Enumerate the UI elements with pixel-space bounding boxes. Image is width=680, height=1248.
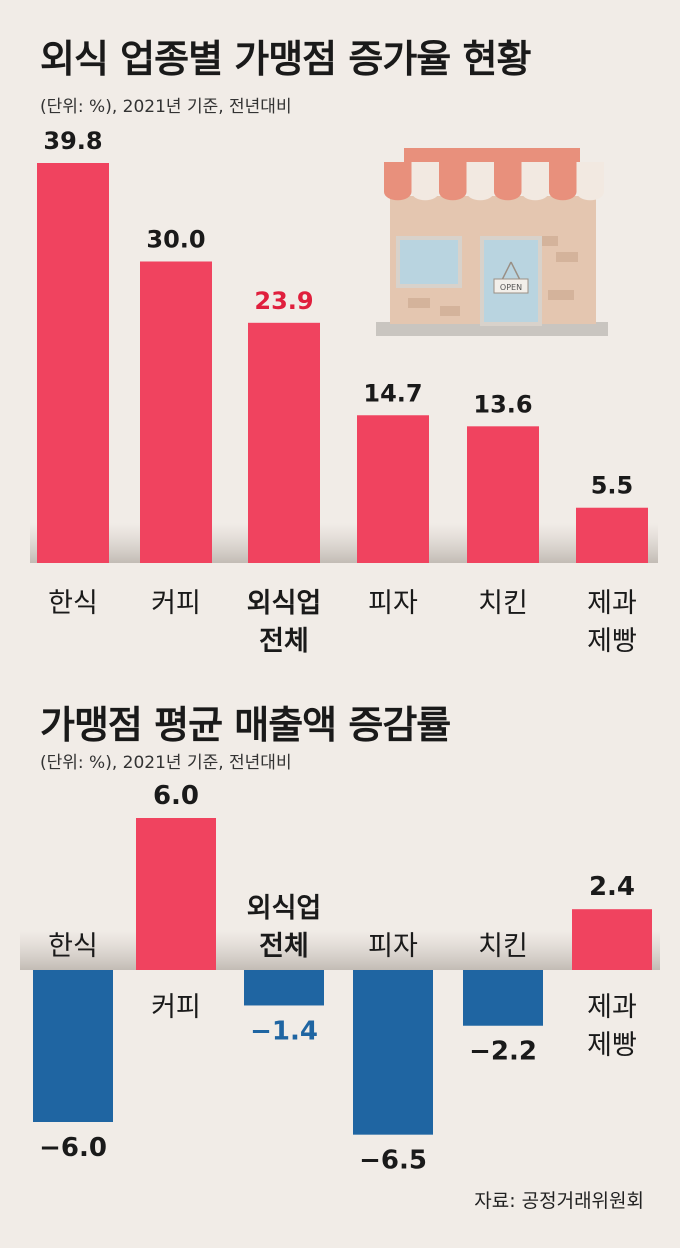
chart1-title: 외식 업종별 가맹점 증가율 현황	[40, 37, 531, 81]
chart2-category-label: 제과	[587, 992, 637, 1023]
awning-stripe	[411, 162, 439, 201]
awning-stripe	[384, 162, 412, 201]
chart1-value-label: 39.8	[43, 127, 102, 155]
chart2-bar	[572, 909, 652, 970]
open-sign-text: OPEN	[500, 283, 522, 292]
chart2-value-label: −2.2	[469, 1037, 537, 1067]
chart1-category-label: 치킨	[478, 588, 528, 619]
chart2-value-label: −6.5	[359, 1146, 427, 1176]
chart1-value-label: 23.9	[254, 287, 313, 315]
chart2-category-label: 외식업	[247, 893, 322, 924]
chart2-category-label: 제빵	[587, 1030, 637, 1061]
chart1-category-label: 제과	[587, 588, 637, 619]
chart1-bar	[248, 322, 320, 563]
chart2-value-label: −1.4	[250, 1016, 318, 1046]
chart2-bar	[136, 818, 216, 970]
awning-stripe	[521, 162, 549, 201]
chart1-bar	[140, 261, 212, 563]
chart2-value-label: 2.4	[589, 872, 635, 902]
awning-stripe	[576, 162, 604, 201]
awning-stripe	[494, 162, 522, 201]
chart1-bar	[467, 426, 539, 563]
store-illustration: OPEN	[376, 148, 608, 336]
chart2-category-label: 피자	[368, 931, 418, 962]
chart1-category-label: 전체	[259, 626, 309, 657]
chart1-bar	[357, 415, 429, 563]
chart1-value-label: 14.7	[363, 379, 422, 407]
chart1-category-label: 한식	[48, 588, 98, 619]
chart1-category-label: 피자	[368, 588, 418, 619]
chart2-title: 가맹점 평균 매출액 증감률	[40, 703, 451, 747]
chart2-zero-shadow	[20, 930, 660, 970]
chart2-category-label: 치킨	[478, 931, 528, 962]
chart1-bar	[576, 507, 648, 563]
chart1-category-label: 커피	[151, 588, 201, 619]
chart2-category-label: 커피	[151, 992, 201, 1023]
chart1-category-label: 외식업	[247, 588, 322, 619]
chart2-value-label: 6.0	[153, 781, 199, 811]
chart2-bar	[244, 970, 324, 1006]
chart1-floor-shadow	[30, 523, 658, 563]
chart2-bar	[353, 970, 433, 1135]
chart2-value-label: −6.0	[39, 1133, 107, 1163]
chart2-bar	[463, 970, 543, 1026]
awning-stripe	[466, 162, 494, 201]
chart1-value-label: 30.0	[146, 225, 205, 253]
source-note: 자료: 공정거래위원회	[474, 1190, 644, 1212]
chart1-unit-note: (단위: %), 2021년 기준, 전년대비	[40, 97, 292, 117]
awning-stripe	[549, 162, 577, 201]
chart1-category-label: 제빵	[587, 626, 637, 657]
chart2-category-label: 한식	[48, 931, 98, 962]
chart2-unit-note: (단위: %), 2021년 기준, 전년대비	[40, 753, 292, 773]
chart2-category-label: 전체	[259, 931, 309, 962]
chart1-value-label: 13.6	[473, 390, 532, 418]
chart1-value-label: 5.5	[591, 472, 634, 500]
chart1-bar	[37, 163, 109, 563]
chart2-bar	[33, 970, 113, 1122]
awning-stripe	[439, 162, 467, 201]
